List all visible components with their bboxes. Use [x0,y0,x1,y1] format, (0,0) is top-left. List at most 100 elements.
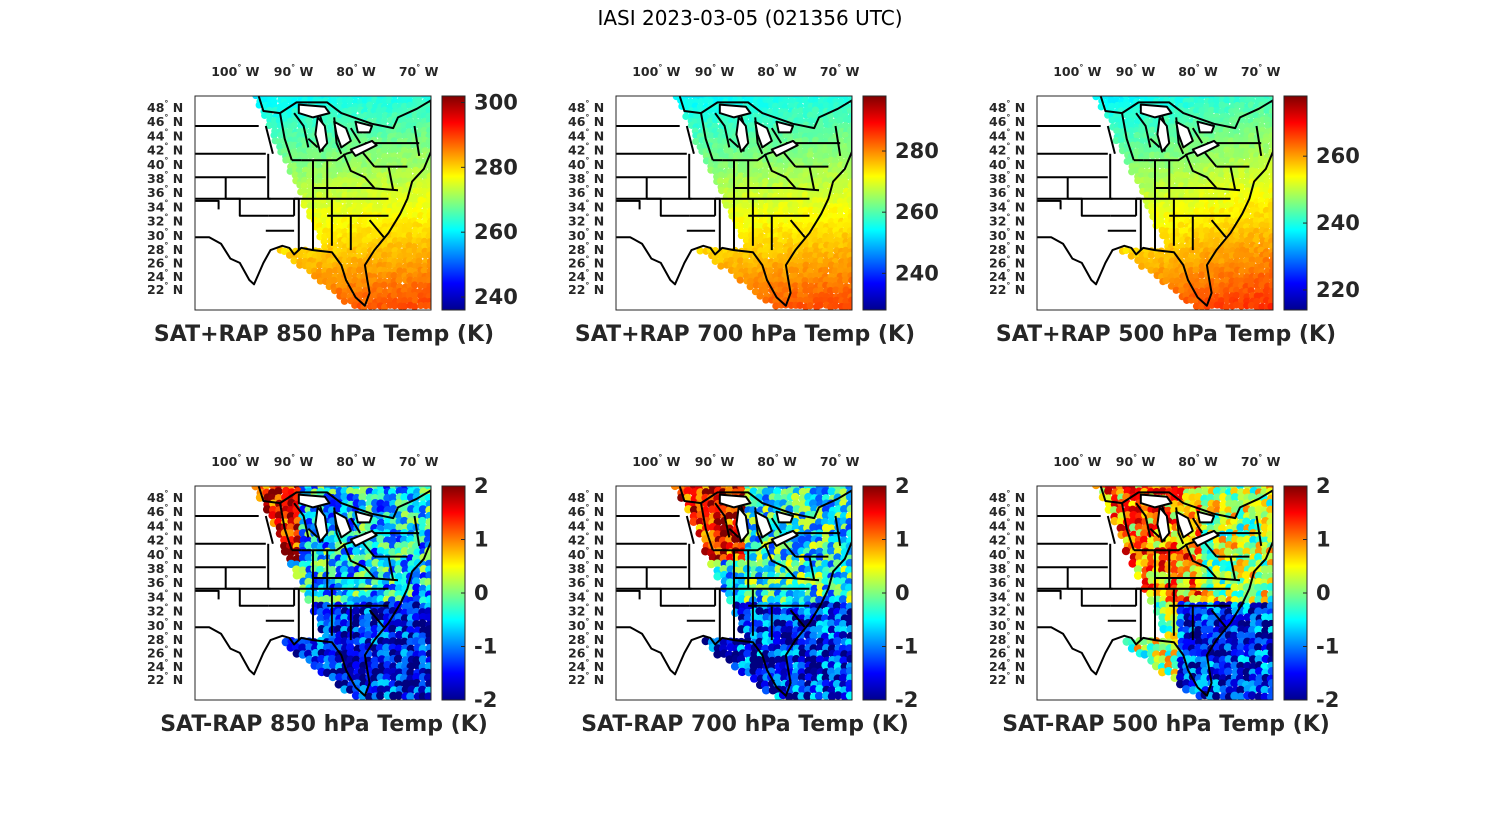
lat-tick-label: 28° N [989,241,1025,257]
data-point [836,212,844,220]
data-point [802,287,810,295]
state-line [808,166,816,191]
lat-tick-label: 32° N [147,213,183,229]
lon-tick-label: 90° W [274,453,314,469]
data-point [713,559,722,568]
data-point [742,236,751,244]
data-point [1148,126,1156,134]
data-point [424,578,431,587]
data-point [826,546,836,556]
data-point [370,172,378,181]
data-point [1243,212,1251,220]
lat-tick-label: 28° N [147,241,183,257]
data-point [827,517,836,527]
data-point [370,624,380,634]
state-line [734,187,820,192]
data-point [350,216,359,224]
state-line [1135,112,1152,148]
data-point [1222,287,1230,295]
data-point [767,117,775,125]
data-point [816,301,824,309]
great-lake [297,103,331,119]
data-point [352,547,361,556]
data-point [832,286,840,294]
data-point [736,276,744,284]
data-point [415,252,423,260]
data-point [341,102,349,110]
map-panel-5: 100° W 90° W 80° W 70° W48° N46° N44° N42° … [568,453,918,737]
data-point [394,691,404,700]
data-point [425,191,431,199]
data-point [280,535,289,545]
data-point [351,606,361,616]
data-point [831,206,839,214]
data-point [347,566,356,575]
data-point [1238,236,1246,245]
data-point [827,252,835,260]
data-point [405,291,413,299]
data-point [761,287,769,295]
data-point [812,277,820,285]
data-point [796,251,805,259]
data-point [1252,191,1260,199]
coastline [195,96,431,307]
data-point [1193,191,1201,199]
data-point [717,171,725,179]
data-point [1192,231,1200,239]
data-point [382,643,391,653]
data-point [341,116,349,124]
lat-tick-label: 38° N [989,170,1025,186]
data-point [1263,222,1271,230]
data-point [298,566,307,575]
state-line [387,166,395,191]
panel-title: SAT+RAP 700 hPa Temp (K) [575,322,915,347]
data-point [350,256,358,264]
lat-tick-label: 30° N [147,227,183,243]
map-frame [194,485,432,701]
data-point [335,673,344,682]
data-point [1247,301,1255,310]
great-lake [314,506,329,543]
data-point [1243,127,1251,135]
data-point [316,277,324,285]
data-point [265,121,273,130]
data-point [833,553,842,562]
data-point [1158,152,1166,160]
lat-tick-label: 34° N [989,198,1025,214]
data-point [773,547,783,556]
lat-tick-label: 34° N [147,198,183,214]
data-point [385,261,393,270]
data-point [376,111,384,120]
panel-title: SAT-RAP 850 hPa Temp (K) [160,712,488,737]
data-point [1194,247,1202,255]
data-point [391,302,399,310]
figure-title: IASI 2023-03-05 (021356 UTC) [597,6,903,30]
data-point [826,246,834,254]
data-point [817,97,825,106]
data-point [331,151,339,159]
state-line [349,127,362,144]
data-point [1223,156,1231,164]
data-point [340,630,349,640]
data-point [426,241,431,249]
great-lake [354,120,373,134]
data-point [415,121,424,130]
data-point [1233,286,1241,294]
data-point [801,206,810,214]
data-point [1168,117,1176,125]
state-line [279,502,293,551]
data-point [797,535,807,544]
great-lake [1139,103,1173,119]
data-point [801,281,809,289]
data-point [411,613,421,622]
data-point [1222,126,1230,134]
data-point [796,291,804,299]
data-point [376,286,384,295]
data-point [1128,162,1136,171]
data-point [1212,256,1220,265]
colorbar-tick-label: 260 [474,220,518,244]
data-point [811,106,820,114]
data-point [400,146,409,155]
data-point [840,505,849,514]
data-point [1268,261,1273,269]
